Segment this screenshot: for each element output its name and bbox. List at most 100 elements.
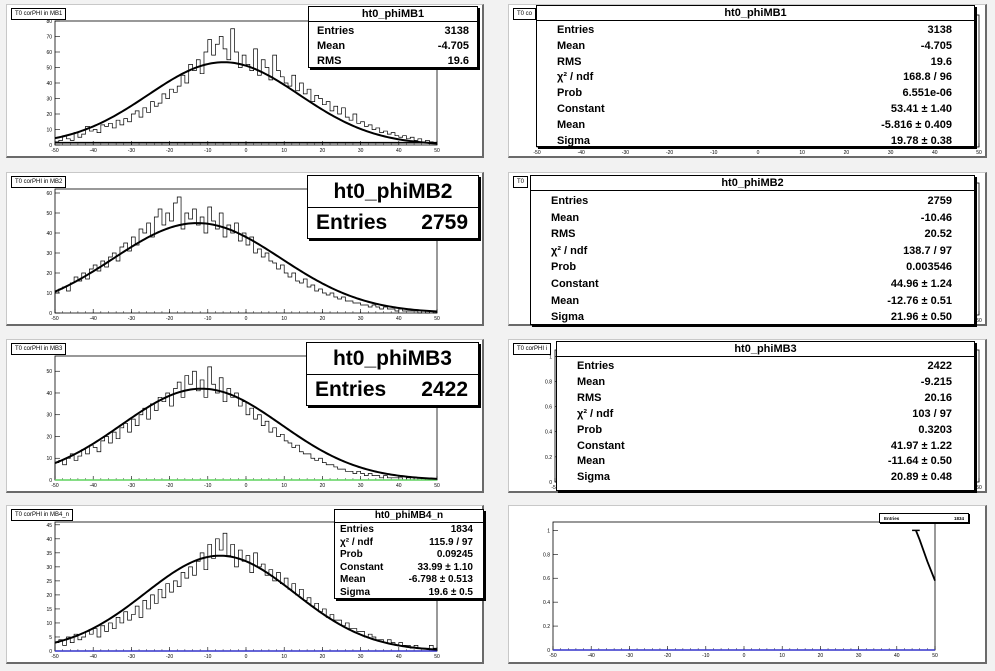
y-tick-label: 40 [46, 81, 52, 87]
stats-box-mb3-fit: ht0_phiMB3 Entries 2422 Mean -9.215 RMS 20.16… [556, 341, 975, 491]
y-tick-label: 40 [46, 537, 52, 543]
y-tick-label: 10 [46, 291, 52, 297]
stats-label: Prob [557, 87, 583, 100]
stats-box-mb3: ht0_phiMB3 Entries 2422 [306, 342, 479, 406]
x-tick-label: -50 [51, 316, 58, 322]
stats-label: RMS [557, 55, 582, 68]
y-tick-label: 60 [46, 50, 52, 56]
stats-row: Entries 2759 [551, 193, 952, 210]
stats-label: χ² / ndf [557, 71, 594, 84]
stats-title: ht0_phiMB2 [531, 176, 974, 191]
stats-value: 0.003546 [906, 261, 952, 274]
stats-label: Prob [551, 261, 577, 274]
stats-label: Mean [551, 211, 580, 224]
histogram-bins [54, 532, 438, 651]
stats-label: Entries [551, 195, 589, 207]
stats-value: 2422 [927, 360, 952, 372]
y-tick-label: 50 [46, 66, 52, 72]
stats-value: -4.705 [920, 39, 952, 52]
x-tick-label: 20 [320, 316, 326, 322]
y-tick-label: 80 [46, 19, 52, 25]
y-tick-label: 30 [46, 251, 52, 257]
stats-row: RMS 19.6 [557, 55, 952, 71]
x-tick-label: 30 [888, 150, 894, 156]
y-tick-label: 70 [46, 35, 52, 41]
y-tick-label: 1 [549, 354, 552, 360]
plot-mb4-fit: -50 -40 -30 -20 -10 0 10 20 30 40 50 0 0.2 0.4 0.6 0.8 1 [543, 521, 938, 659]
pad-title: T0 [513, 176, 529, 188]
y-tick-label: 25 [46, 579, 52, 585]
stats-label: Prob [577, 423, 603, 436]
stats-label: RMS [577, 391, 602, 404]
stats-box-mb1: ht0_phiMB1 Entries 3138 Mean -4.705 RMS 19.6 [308, 6, 478, 68]
x-tick-label: 0 [245, 654, 248, 660]
x-tick-label: -20 [166, 148, 173, 154]
x-tick-label: -10 [204, 316, 211, 322]
y-tick-label: 0.2 [543, 624, 550, 630]
stats-row: Prob 0.09245 [340, 549, 473, 562]
stats-value: 44.96 ± 1.24 [890, 277, 952, 290]
x-tick-label: -20 [166, 654, 173, 660]
stats-row: Entries 1834 [884, 514, 964, 523]
x-tick-label: -10 [710, 150, 717, 156]
y-tick-label: 30 [46, 565, 52, 571]
x-tick-label: 30 [358, 483, 364, 489]
x-tick-label: -50 [549, 653, 556, 659]
y-tick-label: 10 [46, 621, 52, 627]
x-tick-label: -10 [204, 654, 211, 660]
stats-label: Entries [315, 378, 387, 401]
stats-row: Mean -12.76 ± 0.51 [551, 293, 952, 310]
pad-title: T0 corPHI in MB1 [11, 8, 67, 20]
stats-value: 3138 [927, 24, 952, 36]
stats-row: Entries 2759 [316, 208, 468, 238]
stats-row: χ² / ndf 168.8 / 96 [557, 70, 952, 86]
stats-value: 19.6 [930, 55, 952, 68]
stats-row: χ² / ndf 138.7 / 97 [551, 243, 952, 260]
x-tick-label: 30 [856, 653, 862, 659]
stats-value: 53.41 ± 1.40 [890, 102, 952, 115]
x-tick-label: 40 [396, 316, 402, 322]
stats-value: -12.76 ± 0.51 [887, 294, 952, 307]
x-tick-label: -40 [578, 150, 585, 156]
stats-row: Constant 53.41 ± 1.40 [557, 102, 952, 118]
y-tick-label: 0 [547, 648, 550, 654]
y-tick-label: 60 [46, 191, 52, 197]
stats-label: Mean [551, 294, 580, 307]
stats-label: Constant [577, 439, 625, 452]
stats-row: Prob 0.3203 [577, 423, 952, 439]
x-tick-label: 0 [245, 316, 248, 322]
x-tick-label: 50 [976, 318, 982, 324]
x-tick-label: 50 [932, 653, 938, 659]
stats-label: Entries [317, 25, 355, 37]
stats-label: Entries [577, 360, 615, 372]
y-tick-label: 20 [46, 593, 52, 599]
x-tick-label: 30 [358, 148, 364, 154]
stats-label: Sigma [551, 311, 585, 324]
x-tick-label: -30 [622, 150, 629, 156]
stats-value: -10.46 [920, 211, 952, 224]
x-tick-label: -40 [90, 316, 97, 322]
stats-label: Sigma [557, 134, 591, 147]
stats-value: 3138 [444, 25, 469, 37]
x-tick-label: -40 [90, 148, 97, 154]
pad-title: T0 co [513, 8, 537, 20]
y-tick-label: 10 [46, 128, 52, 134]
stats-title: ht0_phiMB2 [308, 176, 478, 208]
stats-row: Sigma 20.89 ± 0.48 [577, 470, 952, 486]
y-tick-label: 0.8 [545, 379, 552, 385]
x-tick-label: -50 [551, 485, 558, 491]
stats-value: 1834 [953, 516, 964, 521]
x-tick-label: 20 [320, 148, 326, 154]
x-tick-label: 20 [844, 150, 850, 156]
x-tick-label: -30 [128, 148, 135, 154]
pad-mb4-fit-panel[interactable]: -50 -40 -30 -20 -10 0 10 20 30 40 50 0 0.2 0.4 0.6 0.8 1 [508, 505, 987, 664]
x-tick-label: 10 [281, 654, 287, 660]
stats-value: 6.551e-06 [902, 87, 952, 100]
stats-row: Mean -6.798 ± 0.513 [340, 574, 473, 587]
stats-row: Mean -5.816 ± 0.409 [557, 118, 952, 134]
stats-value: 20.89 ± 0.48 [890, 471, 952, 484]
x-tick-label: -30 [128, 483, 135, 489]
stats-box-mb1-fit: ht0_phiMB1 Entries 3138 Mean -4.705 RMS 19.6 χ… [536, 5, 975, 147]
x-tick-label: 40 [396, 483, 402, 489]
stats-row: Mean -9.215 [577, 375, 952, 391]
